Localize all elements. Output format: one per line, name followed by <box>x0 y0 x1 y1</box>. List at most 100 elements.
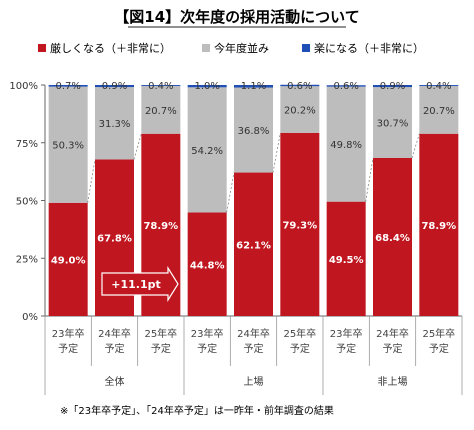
y-tick-label: 50% <box>16 197 38 208</box>
legend: 厳しくなる（＋非常に） 今年度並み 楽になる（＋非常に） <box>38 41 424 55</box>
bar-segment <box>373 87 412 158</box>
connector-line <box>272 132 281 173</box>
data-label: 0.4% <box>426 81 451 92</box>
legend-swatch <box>302 44 310 52</box>
bar-segment <box>419 85 459 134</box>
annotation-arrow <box>101 265 179 303</box>
x-tick-label: 予定 <box>58 342 78 355</box>
legend-label: 厳しくなる（＋非常に） <box>50 41 171 55</box>
data-label: 49.8% <box>330 140 362 151</box>
y-tick-label: 100% <box>9 81 38 92</box>
x-tick-label: 25年卒 <box>144 327 177 340</box>
bar-segment <box>187 87 227 213</box>
x-tick-label: 25年卒 <box>283 327 316 340</box>
x-tick-label: 25年卒 <box>422 327 455 340</box>
data-label: 20.7% <box>423 106 455 117</box>
data-label: 36.8% <box>238 126 270 137</box>
data-label: 44.8% <box>190 260 225 271</box>
x-tick-label: 予定 <box>197 342 217 355</box>
data-label: 20.2% <box>284 105 316 116</box>
bar-segment <box>326 201 366 316</box>
bar-segment <box>280 84 320 87</box>
data-labels: 49.0% 50.3% 0.7% 67.8% 31.3% 0.9% 78.9% 20.7% 0.… <box>51 81 456 271</box>
bar-segment <box>326 85 366 87</box>
connector-line <box>133 133 142 160</box>
data-label: 20.7% <box>145 106 177 117</box>
bar-segment <box>95 85 134 88</box>
bar-segment <box>48 86 88 203</box>
data-label: 68.4% <box>375 233 410 244</box>
data-label: 0.4% <box>148 81 173 92</box>
x-tick-label: 23年卒 <box>330 327 363 340</box>
annotation-label: +11.1pt <box>111 278 161 291</box>
data-label: 50.3% <box>52 141 84 152</box>
x-tick-label: 24年卒 <box>98 327 131 340</box>
connector-line <box>365 157 374 202</box>
connector-line <box>226 172 235 213</box>
y-tick-label: 75% <box>16 139 38 150</box>
x-tick-label: 24年卒 <box>237 327 270 340</box>
bar-segment <box>141 85 181 86</box>
data-label: 79.3% <box>282 220 317 231</box>
data-label: 49.0% <box>51 255 86 266</box>
legend-swatch <box>38 44 46 52</box>
chart-title: 【図14】次年度の採用活動について <box>114 8 359 26</box>
data-label: 30.7% <box>377 119 409 130</box>
bar-segment <box>419 133 459 316</box>
data-label: 1.1% <box>241 81 266 92</box>
bar-segment <box>373 85 412 88</box>
bar-segment <box>234 172 273 316</box>
bar-segment <box>187 212 227 316</box>
y-tick-label: 25% <box>16 254 38 265</box>
connector-line <box>87 159 96 203</box>
data-label: 0.7% <box>55 81 80 92</box>
data-label: 0.9% <box>102 81 127 92</box>
bar-segment <box>373 157 412 316</box>
bar-segment <box>234 85 273 88</box>
x-tick-label: 予定 <box>151 342 171 355</box>
bar-segment <box>95 87 134 160</box>
bar-segment <box>234 87 273 173</box>
bar-segment <box>419 85 459 86</box>
bar-segment <box>141 85 181 134</box>
legend-swatch <box>202 44 210 52</box>
group-label: 上場 <box>244 375 264 388</box>
legend-label: 今年度並み <box>214 41 269 55</box>
x-tick-label: 予定 <box>383 342 403 355</box>
bar-segment <box>48 202 88 316</box>
x-tick-label: 23年卒 <box>52 327 85 340</box>
data-label: 78.9% <box>143 221 178 232</box>
footnote: ※「23年卒予定」、「24年卒予定」は一昨年・前年調査の結果 <box>60 404 334 417</box>
bar-segment <box>187 85 227 88</box>
x-tick-label: 24年卒 <box>376 327 409 340</box>
connector-line <box>411 133 420 159</box>
data-label: 1.0% <box>194 81 219 92</box>
x-tick-label: 予定 <box>429 342 449 355</box>
data-label: 67.8% <box>97 234 132 245</box>
bar-segment <box>48 85 88 87</box>
data-label: 31.3% <box>99 119 131 130</box>
bars <box>48 84 459 316</box>
annotation: +11.1pt <box>101 265 179 303</box>
data-label: 0.6% <box>287 81 312 92</box>
bar-segment <box>326 86 366 202</box>
group-label: 全体 <box>105 375 125 388</box>
data-label: 0.6% <box>333 81 358 92</box>
x-tick-label: 予定 <box>105 342 125 355</box>
data-label: 0.9% <box>380 81 405 92</box>
y-tick-label: 0% <box>22 312 38 323</box>
x-tick-label: 予定 <box>244 342 264 355</box>
x-tick-label: 予定 <box>290 342 310 355</box>
x-tick-label: 予定 <box>336 342 356 355</box>
data-label: 54.2% <box>191 146 223 157</box>
legend-label: 楽になる（＋非常に） <box>314 42 424 55</box>
group-label: 非上場 <box>378 375 408 388</box>
data-label: 78.9% <box>421 221 456 232</box>
data-label: 62.1% <box>236 240 271 251</box>
x-tick-label: 23年卒 <box>191 327 224 340</box>
bar-segment <box>280 132 320 316</box>
bar-segment <box>280 86 320 133</box>
data-label: 49.5% <box>329 255 364 266</box>
